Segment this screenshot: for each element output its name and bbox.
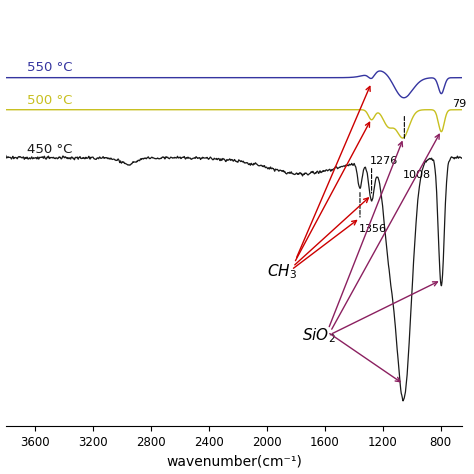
Text: 550 °C: 550 °C [27,61,73,74]
Text: 79: 79 [452,99,466,109]
Text: 1276: 1276 [370,156,399,166]
X-axis label: wavenumber(cm⁻¹): wavenumber(cm⁻¹) [166,455,302,468]
Text: SiO$_2$: SiO$_2$ [302,327,336,346]
Text: 1356: 1356 [359,224,387,234]
Text: CH$_3$: CH$_3$ [267,263,298,281]
Text: 500 °C: 500 °C [27,94,73,108]
Text: 1008: 1008 [403,170,431,180]
Text: 450 °C: 450 °C [27,143,73,156]
